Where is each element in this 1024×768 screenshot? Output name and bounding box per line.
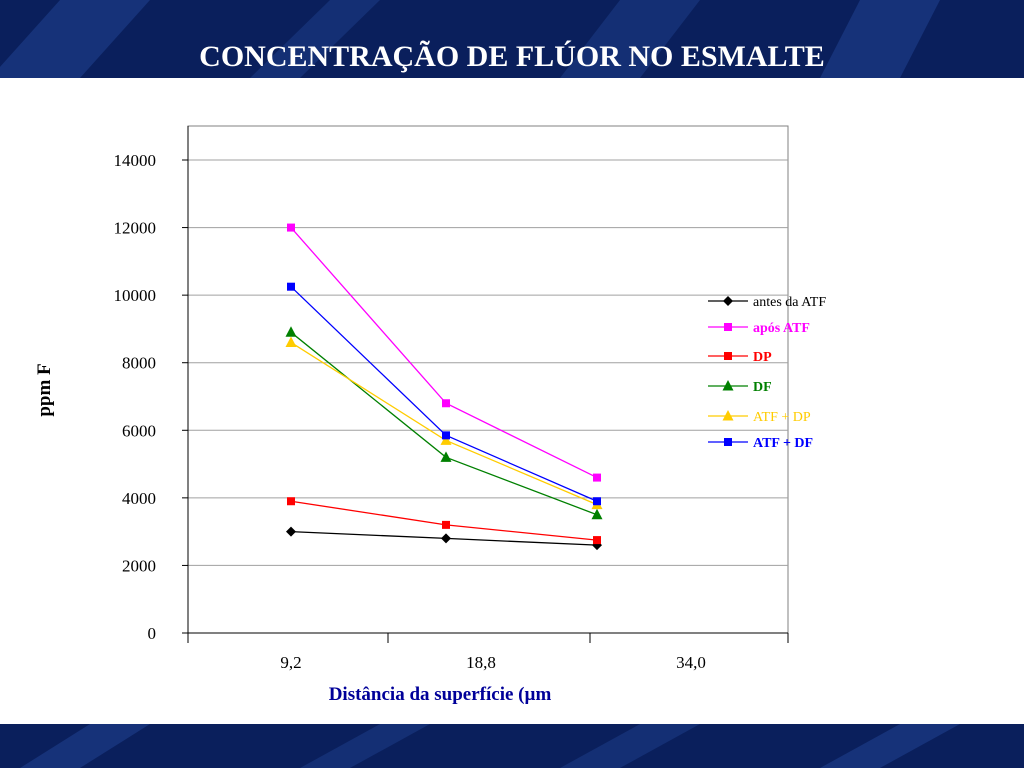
data-point (442, 520, 450, 529)
legend-label: antes da ATF (753, 295, 826, 310)
data-point (442, 431, 450, 440)
plot-area (187, 125, 789, 634)
legend-marker (723, 296, 733, 306)
data-point (440, 451, 452, 462)
header-band (0, 0, 1024, 78)
data-point (441, 533, 451, 544)
data-point (287, 223, 295, 232)
legend-label: DF (753, 380, 772, 395)
y-tick-label: 10000 (114, 286, 157, 305)
data-point (593, 536, 601, 545)
footer-stripes (20, 724, 960, 768)
data-point (593, 497, 601, 506)
y-tick-label: 2000 (122, 556, 156, 575)
legend-label: ATF + DF (753, 436, 813, 451)
data-point (287, 497, 295, 506)
footer-band (0, 724, 1024, 768)
legend-marker (724, 438, 732, 446)
x-tick-label: 9,2 (280, 653, 301, 672)
data-point (285, 326, 297, 337)
data-point (285, 336, 297, 347)
data-point (286, 526, 296, 537)
legend-marker (724, 352, 732, 360)
y-tick-label: 12000 (114, 219, 157, 238)
legend-label: após ATF (753, 321, 810, 336)
legend-label: DP (753, 350, 772, 365)
legend-marker (722, 410, 734, 421)
x-tick-label: 34,0 (676, 653, 706, 672)
x-axis-label: Distância da superfície (µm (329, 684, 552, 705)
data-point (287, 282, 295, 291)
y-axis-label: ppm F (34, 363, 55, 416)
y-tick-label: 8000 (122, 354, 156, 373)
y-tick-label: 0 (148, 624, 157, 643)
legend-label: ATF + DP (753, 410, 811, 425)
y-tick-label: 4000 (122, 489, 156, 508)
y-tick-label: 14000 (114, 151, 157, 170)
data-point (593, 473, 601, 482)
chart: 0 2000 4000 6000 8000 10000 12000 14000 9,2 18,8 3… (34, 125, 826, 705)
header-stripes (0, 0, 940, 78)
data-point (591, 508, 603, 520)
legend-marker (722, 380, 734, 391)
page-title: CONCENTRAÇÃO DE FLÚOR NO ESMALTE (199, 40, 825, 73)
y-tick-label: 6000 (122, 421, 156, 440)
data-point (592, 540, 602, 551)
data-point (442, 399, 450, 408)
legend-marker (724, 323, 732, 331)
data-point (440, 434, 452, 445)
x-tick-label: 18,8 (466, 653, 496, 672)
